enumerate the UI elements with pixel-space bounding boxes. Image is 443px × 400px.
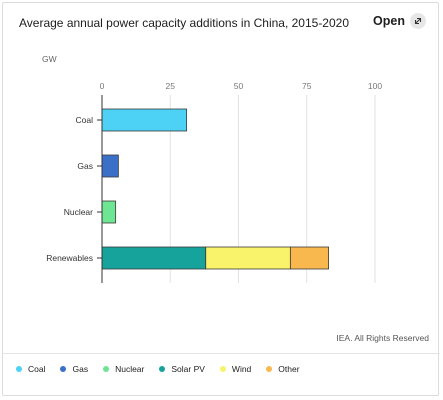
legend-swatch [219, 366, 226, 372]
bar-wind [205, 246, 291, 270]
bar-nuclear [101, 200, 117, 224]
legend-label: Wind [231, 364, 252, 374]
legend-label: Solar PV [171, 364, 205, 374]
legend-label: Nuclear [115, 364, 145, 374]
bar-coal [101, 108, 188, 132]
x-tick-label: 50 [234, 81, 244, 91]
legend-item-other[interactable]: Other [266, 364, 300, 374]
legend-item-nuclear[interactable]: Nuclear [103, 364, 144, 374]
legend-item-solar-pv[interactable]: Solar PV [159, 364, 205, 374]
y-category-label: Renewables [46, 253, 93, 263]
legend-label: Coal [28, 364, 46, 374]
legend-item-coal[interactable]: Coal [16, 364, 45, 374]
bar-solar-pv [101, 246, 207, 270]
y-category-label: Gas [77, 161, 93, 171]
credit-text: IEA. All Rights Reserved [336, 333, 429, 343]
x-tick-label: 25 [166, 81, 176, 91]
open-label: Open [373, 14, 405, 28]
legend-swatch [16, 366, 22, 372]
chart-legend: Coal Gas Nuclear Solar PV Wind Other [16, 364, 315, 374]
open-button[interactable]: Open [373, 13, 426, 29]
bar-other [289, 246, 329, 270]
legend-divider [3, 353, 440, 354]
y-category-label: Nuclear [64, 207, 93, 217]
legend-label: Other [278, 364, 300, 374]
legend-label: Gas [72, 364, 89, 374]
chart-card: Average annual power capacity additions … [2, 2, 439, 396]
expand-arrow-icon [410, 13, 426, 29]
legend-swatch [60, 366, 67, 372]
x-tick-label: 75 [302, 81, 312, 91]
x-tick-label: 100 [368, 81, 382, 91]
legend-item-gas[interactable]: Gas [60, 364, 88, 374]
x-tick-label: 0 [100, 81, 105, 91]
unit-label: GW [42, 54, 57, 64]
chart-title: Average annual power capacity additions … [19, 16, 350, 30]
bar-gas [101, 154, 119, 178]
legend-item-wind[interactable]: Wind [219, 364, 252, 374]
legend-swatch [103, 366, 110, 372]
legend-swatch [266, 366, 273, 372]
y-category-label: Coal [76, 115, 94, 125]
legend-swatch [159, 366, 166, 372]
